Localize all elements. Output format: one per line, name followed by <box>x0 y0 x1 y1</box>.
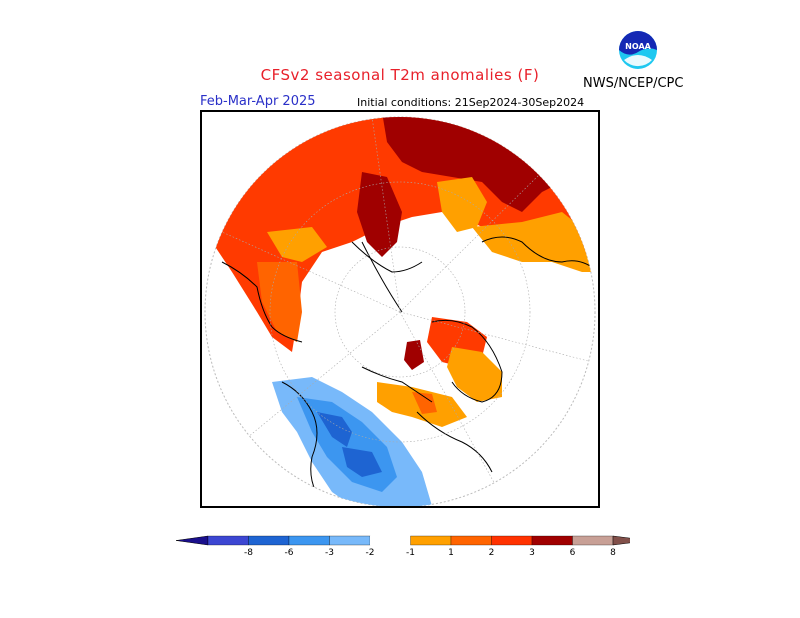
strong-warm-anomaly-europe <box>357 172 402 257</box>
anomaly-map <box>200 110 600 508</box>
strong-warm-anomaly-baffin <box>404 340 424 370</box>
legend-tick-label: 6 <box>570 548 576 558</box>
initial-conditions: Initial conditions: 21Sep2024-30Sep2024 <box>357 96 585 109</box>
moderate-warm-anomaly-greenland <box>447 347 502 402</box>
legend-tick-label: 1 <box>448 548 454 558</box>
forecast-period: Feb-Mar-Apr 2025 <box>200 94 316 109</box>
warm-anomaly-west-europe <box>257 262 302 342</box>
legend-swatch <box>531 535 573 546</box>
noaa-logo-icon: NOAA <box>619 31 657 69</box>
anomaly-map-svg <box>204 116 596 506</box>
map-title: CFSv2 seasonal T2m anomalies (F) <box>260 66 540 84</box>
moderate-warm-anomaly-east-asia <box>472 212 595 272</box>
legend-tick-label: -8 <box>244 548 253 558</box>
legend-tick-label: 3 <box>529 548 535 558</box>
moderate-warm-anomaly-asia <box>437 177 487 232</box>
legend-tick-label: -6 <box>285 548 294 558</box>
legend-tick-label: -1 <box>406 548 415 558</box>
legend-tick-label: -3 <box>325 548 334 558</box>
legend-tick-label: 8 <box>610 548 616 558</box>
legend-swatch <box>207 535 249 546</box>
warm-anomaly-canada <box>412 392 437 414</box>
legend-swatch <box>288 535 330 546</box>
legend-swatch <box>248 535 290 546</box>
agency-label: NWS/NCEP/CPC <box>583 76 684 91</box>
legend-tick-label: -2 <box>366 548 375 558</box>
legend-tick-label: 2 <box>489 548 495 558</box>
legend-swatch <box>491 535 533 546</box>
legend-arrow-low <box>175 535 209 546</box>
graticule <box>221 117 593 498</box>
legend-swatch <box>572 535 614 546</box>
legend-swatch <box>410 535 452 546</box>
moderate-warm-anomaly-west <box>267 227 327 262</box>
legend-swatch <box>329 535 371 546</box>
legend-swatch <box>370 536 411 545</box>
svg-text:NOAA: NOAA <box>625 42 651 51</box>
color-legend: -8 -6 -3 -2 -1 1 2 3 6 8 <box>175 535 630 558</box>
legend-arrow-high <box>612 535 630 546</box>
legend-swatch <box>450 535 492 546</box>
cold-anomaly-region-strong <box>317 412 382 477</box>
